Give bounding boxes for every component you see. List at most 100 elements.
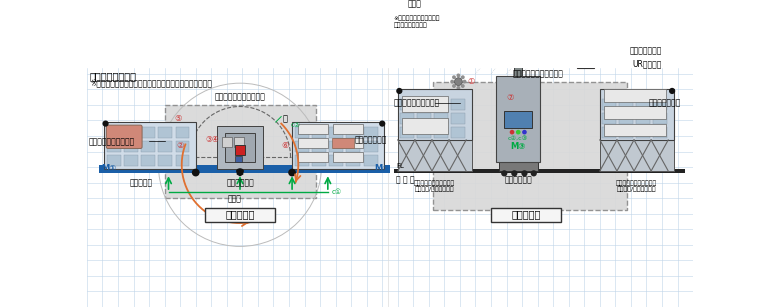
Bar (514, 14, 522, 76)
Wedge shape (508, 23, 573, 67)
Text: ①: ① (468, 77, 475, 86)
Circle shape (455, 78, 463, 86)
Text: M②: M② (374, 164, 390, 173)
Text: c①: c① (332, 189, 342, 195)
Text: 平　面　図: 平 面 図 (225, 209, 255, 220)
Bar (452, 113, 466, 124)
Bar (312, 141, 326, 152)
Circle shape (452, 75, 456, 79)
Bar (619, 99, 633, 110)
Bar (158, 155, 172, 165)
Bar (619, 127, 633, 138)
Bar (576, 56, 594, 68)
Bar (346, 155, 360, 165)
Bar (225, 133, 255, 162)
Bar (434, 99, 448, 110)
Text: ロボット台車: ロボット台車 (226, 179, 254, 188)
Text: ②: ② (176, 141, 184, 150)
Bar (235, 156, 243, 162)
Bar (394, 169, 686, 173)
Bar (400, 99, 414, 110)
Bar (165, 105, 316, 198)
Bar (604, 124, 666, 136)
Bar (504, 111, 532, 128)
Bar (346, 141, 360, 152)
Text: ⑥: ⑥ (282, 141, 289, 150)
Bar (124, 155, 138, 165)
Text: 刻印待ち部品パレット: 刻印待ち部品パレット (88, 137, 135, 146)
Text: 既存台車若しくはリフタ
（ローダ/アンローダ）: 既存台車若しくはリフタ （ローダ/アンローダ） (616, 180, 658, 192)
Bar (398, 140, 472, 171)
Bar (604, 107, 666, 119)
Bar (434, 113, 448, 124)
Bar (141, 141, 155, 152)
Circle shape (379, 120, 385, 127)
Bar (498, 162, 537, 171)
Bar (176, 127, 190, 138)
Text: ※本書はサーキットプロテクタを例に記述しております。: ※本書はサーキットプロテクタを例に記述しております。 (90, 79, 212, 87)
Bar (363, 141, 378, 152)
Bar (602, 127, 616, 138)
Bar (402, 96, 448, 112)
Bar (417, 99, 431, 110)
Bar (295, 127, 309, 138)
Text: 完成品パレット: 完成品パレット (355, 135, 388, 144)
Text: カメラ: カメラ (228, 194, 242, 203)
Bar (346, 127, 360, 138)
Circle shape (511, 170, 517, 177)
Bar (491, 208, 561, 222)
Circle shape (450, 80, 454, 84)
Text: ⑦: ⑦ (507, 93, 514, 102)
Bar (654, 113, 668, 124)
Circle shape (530, 170, 537, 177)
Text: c②: c② (290, 122, 300, 128)
Bar (332, 138, 354, 149)
Bar (107, 127, 121, 138)
Bar (141, 127, 155, 138)
Bar (602, 113, 616, 124)
Circle shape (456, 86, 460, 90)
Bar (158, 127, 172, 138)
Bar (176, 141, 190, 152)
Bar (298, 152, 328, 162)
Bar (107, 155, 121, 165)
Bar (497, 76, 540, 162)
Bar (434, 127, 448, 138)
Text: 刻印待ち部品コンテナ: 刻印待ち部品コンテナ (394, 98, 440, 107)
Bar (636, 127, 651, 138)
Circle shape (461, 84, 465, 88)
Bar (400, 127, 414, 138)
Text: 完成品コンテナ: 完成品コンテナ (648, 98, 681, 107)
Bar (141, 155, 155, 165)
Circle shape (463, 80, 466, 84)
Circle shape (565, 51, 573, 58)
Text: ※詳細設計によりロボット
に取付の可能性あり: ※詳細設計によりロボット に取付の可能性あり (394, 16, 441, 28)
Bar (295, 155, 309, 165)
Text: デュアルハンド: デュアルハンド (629, 46, 662, 55)
Bar (312, 155, 326, 165)
Bar (312, 127, 326, 138)
Text: M③: M③ (511, 142, 526, 151)
Bar (452, 99, 466, 110)
Text: ロボット台車: ロボット台車 (505, 176, 532, 185)
Circle shape (509, 130, 514, 134)
Bar (619, 113, 633, 124)
Circle shape (516, 130, 520, 134)
Bar (600, 140, 674, 171)
Bar (363, 127, 378, 138)
Text: 既存台車若しくはリフタ
（ローダ/アンローダ）: 既存台車若しくはリフタ （ローダ/アンローダ） (414, 180, 456, 192)
Circle shape (576, 58, 584, 66)
Bar (433, 82, 627, 210)
Bar (398, 89, 472, 140)
Circle shape (456, 73, 460, 77)
Bar (636, 99, 651, 110)
Text: FL: FL (396, 163, 404, 169)
Circle shape (452, 84, 456, 88)
Circle shape (461, 75, 465, 79)
Bar (402, 118, 448, 134)
Text: 入　台　車: 入 台 車 (129, 179, 153, 188)
Bar (298, 138, 328, 149)
Circle shape (102, 120, 108, 127)
Text: c②,c③: c②,c③ (508, 136, 528, 141)
Circle shape (521, 170, 527, 177)
